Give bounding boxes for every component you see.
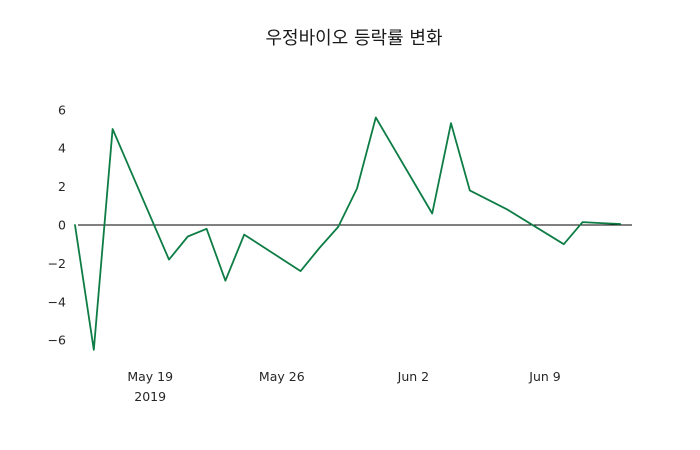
x-tick-label: May 26 <box>259 369 305 384</box>
plot-area: 6 4 2 0 −2 −4 −6 May 19 2019 May 26 Jun 2 Jun 9 <box>48 102 632 404</box>
chart-title: 우정바이오 등락률 변화 <box>265 28 442 49</box>
x-year-label: 2019 <box>134 389 166 404</box>
y-tick-label: 2 <box>58 179 66 194</box>
y-tick-label: 4 <box>58 141 66 156</box>
x-tick-label: May 19 <box>127 369 173 384</box>
y-tick-label: −6 <box>48 333 66 348</box>
y-tick-label: 6 <box>58 102 66 117</box>
y-tick-label: −2 <box>48 256 66 271</box>
y-tick-label: −4 <box>48 294 66 309</box>
x-tick-label: Jun 9 <box>528 369 561 384</box>
series-line <box>74 116 622 351</box>
x-tick-label: Jun 2 <box>397 369 429 384</box>
y-tick-label: 0 <box>58 218 66 233</box>
